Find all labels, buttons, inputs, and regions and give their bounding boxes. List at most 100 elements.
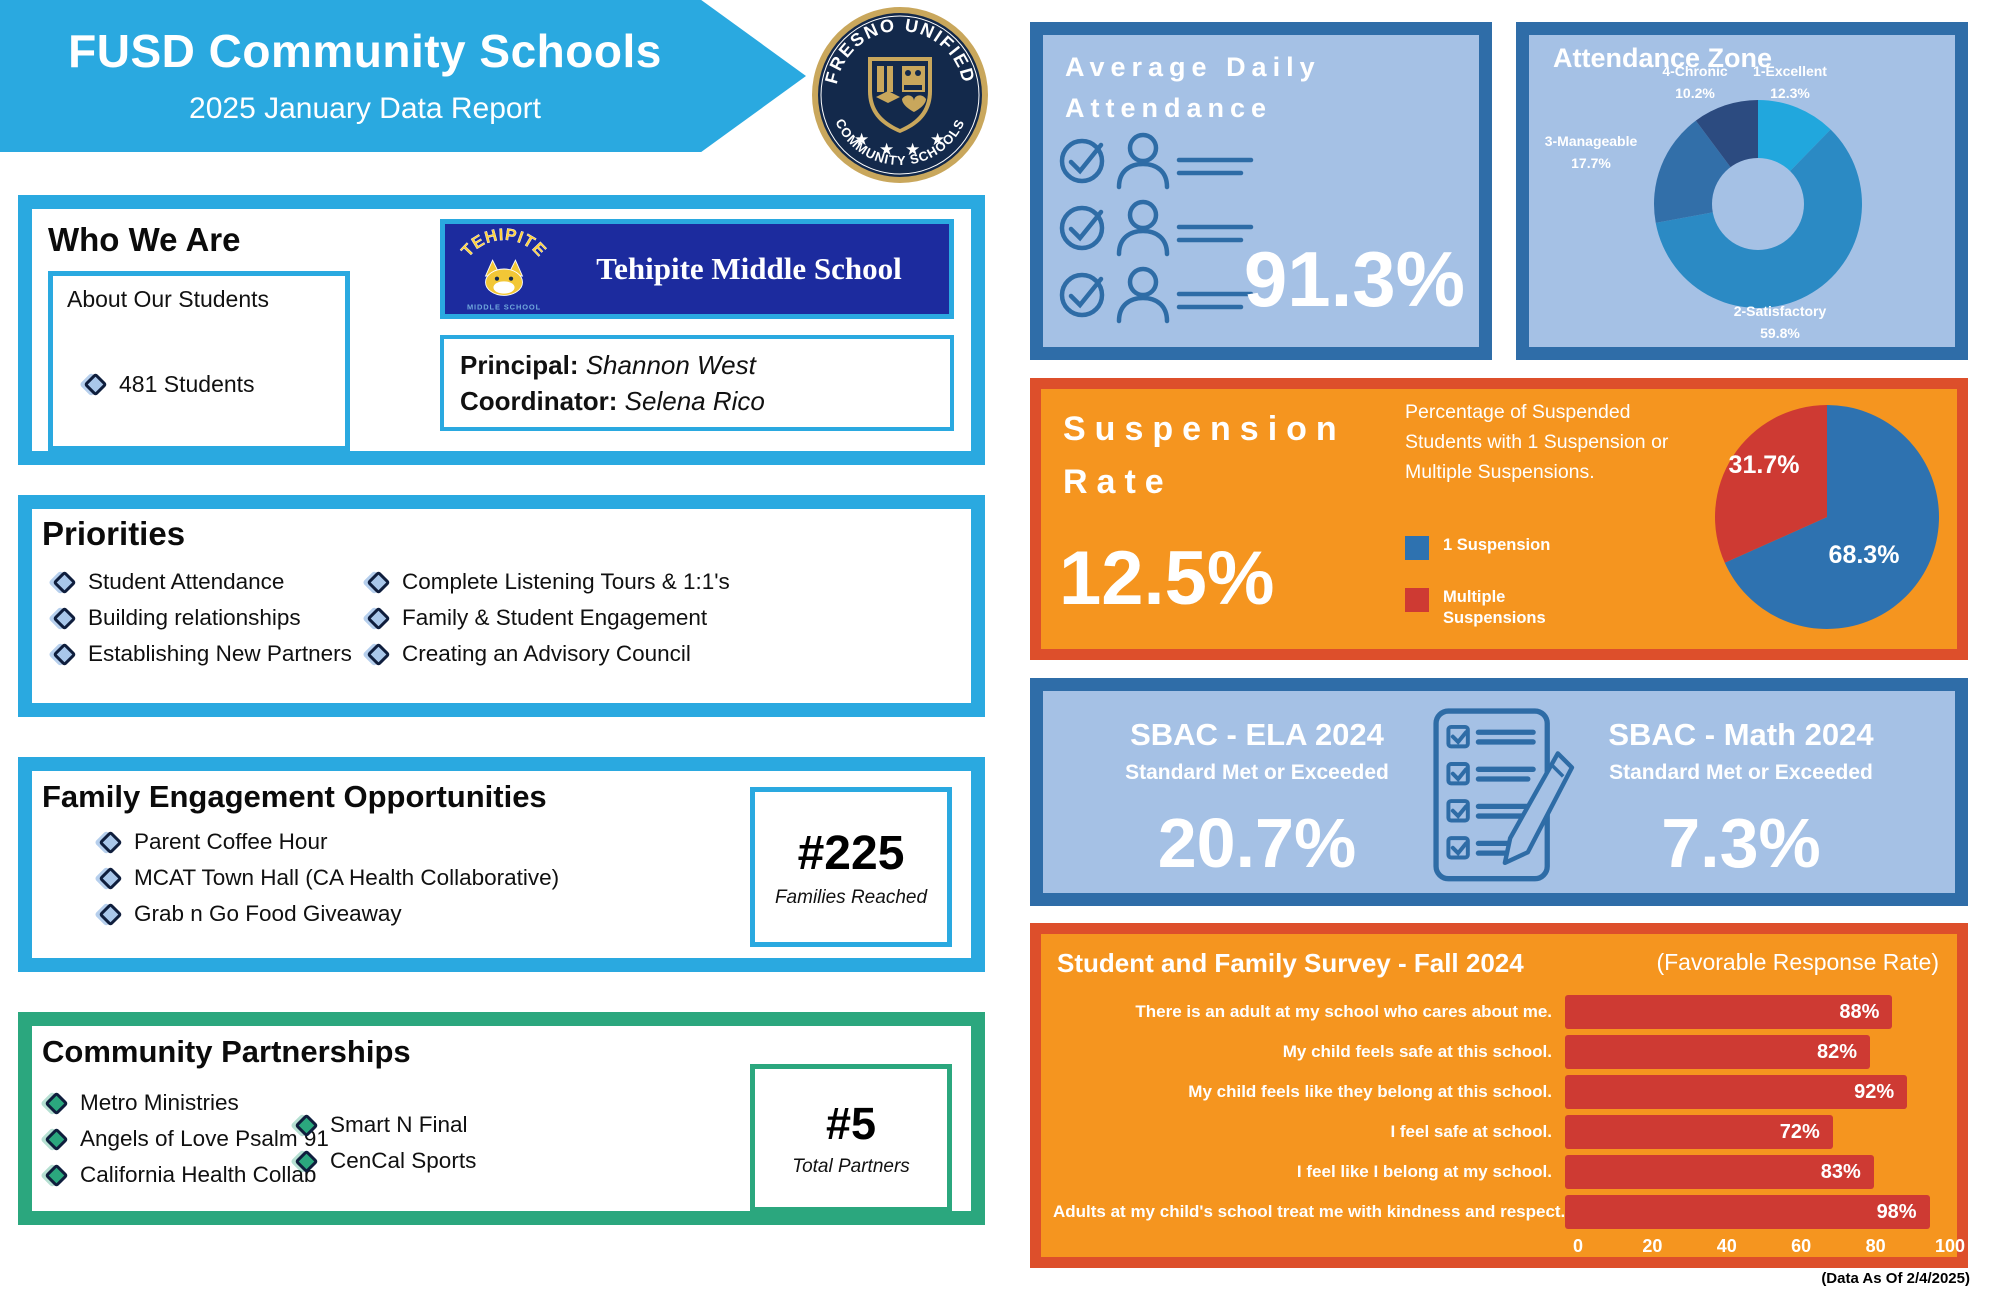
suspension-title-line1: Suspension <box>1063 410 1346 448</box>
list-item-label: Complete Listening Tours & 1:1's <box>402 569 730 594</box>
svg-text:★: ★ <box>905 140 920 159</box>
zone-label-manageable: 3-Manageable 17.7% <box>1544 133 1638 171</box>
list-item-label: Smart N Final <box>330 1112 468 1137</box>
list-item: Establishing New Partners <box>48 637 352 671</box>
survey-bar-value: 92% <box>1854 1080 1895 1103</box>
pie-label-single: 68.3% <box>1828 541 1900 569</box>
survey-bar-row: My child feels safe at this school. 82% <box>1053 1032 1937 1072</box>
sbac-panel: SBAC - ELA 2024 Standard Met or Exceeded… <box>1030 678 1968 906</box>
diamond-bullet-icon <box>94 862 126 894</box>
survey-question-label: I feel safe at school. <box>1390 1122 1552 1141</box>
list-item: Smart N Final <box>290 1108 476 1142</box>
survey-panel: Student and Family Survey - Fall 2024 (F… <box>1030 923 1968 1268</box>
principal-label: Principal: <box>460 350 579 380</box>
diamond-bullet-icon <box>94 898 126 930</box>
list-item-label: Angels of Love Psalm 91 <box>80 1126 329 1151</box>
families-reached-label: Families Reached <box>774 886 928 908</box>
survey-title: Student and Family Survey - Fall 2024 <box>1057 948 1524 978</box>
list-item-label: Building relationships <box>88 605 301 630</box>
suspension-title: Suspension Rate <box>1063 403 1346 508</box>
list-item: Complete Listening Tours & 1:1's <box>362 565 730 599</box>
header-banner <box>0 0 806 152</box>
school-logo-icon: TEHIPITE MIDDLE SCHOOL <box>457 225 550 311</box>
about-students-label: About Our Students <box>67 286 270 312</box>
zone-label-satisfactory: 2-Satisfactory 59.8% <box>1733 303 1827 341</box>
svg-text:★: ★ <box>879 140 894 159</box>
priorities-right-list: Complete Listening Tours & 1:1's Family &… <box>362 565 730 673</box>
list-item: CenCal Sports <box>290 1144 476 1178</box>
svg-text:★: ★ <box>930 130 945 149</box>
survey-bar-row: I feel like I belong at my school. 83% <box>1053 1152 1937 1192</box>
survey-bar-value: 83% <box>1820 1160 1861 1183</box>
list-item-label: Student Attendance <box>88 569 285 594</box>
diamond-bullet-icon <box>290 1145 322 1177</box>
sbac-math-value: 7.3% <box>1661 804 1821 882</box>
priorities-left-list: Student Attendance Building relationships… <box>48 565 352 673</box>
list-item: Creating an Advisory Council <box>362 637 730 671</box>
list-item: Student Attendance <box>48 565 352 599</box>
list-item-label: Family & Student Engagement <box>402 605 708 630</box>
priorities-title: Priorities <box>42 515 186 552</box>
diamond-bullet-icon <box>48 602 80 634</box>
survey-bar-row: Adults at my child's school treat me wit… <box>1053 1192 1937 1232</box>
students-count-item: 481 Students <box>79 368 255 400</box>
check-person-icon <box>1059 266 1254 324</box>
diamond-bullet-icon <box>362 638 394 670</box>
survey-question-label: My child feels like they belong at this … <box>1188 1082 1552 1101</box>
family-engagement-panel: Family Engagement Opportunities Parent C… <box>18 757 985 972</box>
seal-icon: FRESNO UNIFIED COMMUNITY SCHOOLS ★★ ★★ <box>812 7 988 183</box>
survey-bar-track: 72% <box>1565 1115 1937 1149</box>
checklist-pencil-icon <box>1433 708 1575 882</box>
axis-tick-label: 40 <box>1716 1236 1737 1256</box>
attendance-zone-donut-chart <box>1653 100 1862 308</box>
school-banner: TEHIPITE MIDDLE SCHOOL Tehipite Middle S… <box>440 219 954 319</box>
sbac-ela-subtitle: Standard Met or Exceeded <box>1125 761 1389 784</box>
attendance-title-line1: Average Daily <box>1065 52 1321 82</box>
list-item: California Health Collab <box>40 1158 329 1192</box>
list-item-label: Parent Coffee Hour <box>134 829 328 854</box>
suspension-value: 12.5% <box>1059 536 1275 621</box>
survey-bar: 83% <box>1565 1155 1874 1189</box>
survey-bar-track: 92% <box>1565 1075 1937 1109</box>
survey-bar-track: 83% <box>1565 1155 1937 1189</box>
diamond-bullet-icon <box>48 638 80 670</box>
attendance-value: 91.3% <box>1243 235 1465 323</box>
page-title: FUSD Community Schools <box>68 25 662 77</box>
survey-bar-track: 98% <box>1565 1195 1937 1229</box>
survey-bar-row: My child feels like they belong at this … <box>1053 1072 1937 1112</box>
partnerships-right-list: Smart N Final CenCal Sports <box>290 1108 476 1180</box>
total-partners-label: Total Partners <box>792 1156 910 1177</box>
students-count: 481 Students <box>119 370 255 397</box>
suspension-pie-chart <box>1715 405 1940 629</box>
list-item: Family & Student Engagement <box>362 601 730 635</box>
diamond-bullet-icon <box>362 602 394 634</box>
survey-bar-track: 88% <box>1565 995 1937 1029</box>
sbac-ela-block: SBAC - ELA 2024 Standard Met or Exceeded… <box>1057 717 1457 883</box>
survey-bar-value: 98% <box>1876 1200 1917 1223</box>
survey-x-axis: 0 20 40 60 80 100 <box>1573 1236 1965 1258</box>
district-seal-logo: FRESNO UNIFIED COMMUNITY SCHOOLS ★ ★ ★ ★ <box>810 5 990 185</box>
axis-tick-label: 60 <box>1791 1236 1812 1256</box>
sbac-ela-title: SBAC - ELA 2024 <box>1130 717 1384 752</box>
check-person-icon <box>1059 132 1254 190</box>
families-reached-count: #225 <box>797 826 905 880</box>
svg-text:TEHIPITE: TEHIPITE <box>457 225 550 260</box>
diamond-bullet-icon <box>362 566 394 598</box>
survey-question-label: I feel like I belong at my school. <box>1296 1162 1552 1181</box>
about-students-box: About Our Students 481 Students <box>48 271 350 451</box>
list-item-label: Metro Ministries <box>80 1090 239 1115</box>
community-partnerships-panel: Community Partnerships Metro Ministries A… <box>18 1012 985 1225</box>
survey-bar: 98% <box>1565 1195 1930 1229</box>
survey-bar-row: I feel safe at school. 72% <box>1053 1112 1937 1152</box>
list-item: MCAT Town Hall (CA Health Collaborative) <box>94 861 559 895</box>
family-engagement-list: Parent Coffee Hour MCAT Town Hall (CA Hea… <box>94 825 559 933</box>
legend-label: 1 Suspension <box>1443 536 1551 554</box>
diamond-bullet-icon <box>40 1159 72 1191</box>
total-partners-count: #5 <box>825 1098 877 1149</box>
coordinator-line: Coordinator: Selena Rico <box>460 384 934 420</box>
axis-tick-label: 100 <box>1934 1236 1966 1256</box>
list-item-label: Creating an Advisory Council <box>402 641 691 666</box>
survey-bar-value: 82% <box>1816 1040 1857 1063</box>
axis-tick-label: 20 <box>1642 1236 1663 1256</box>
